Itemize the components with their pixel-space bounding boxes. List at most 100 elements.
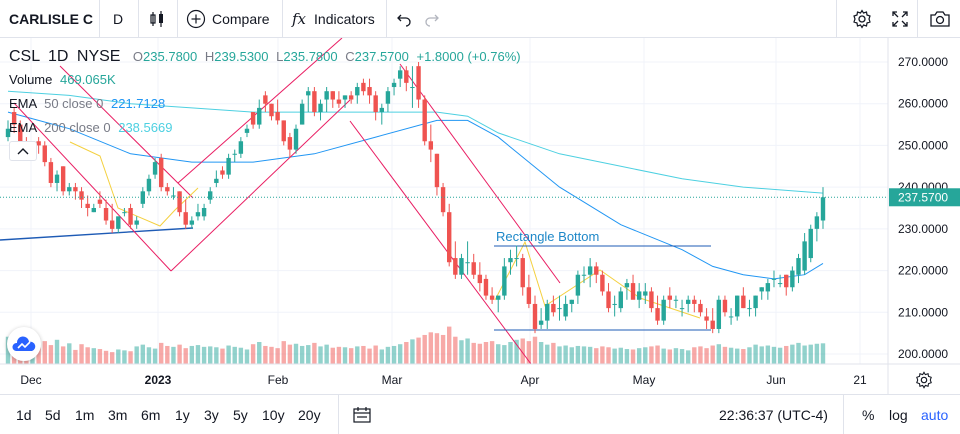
range-button-3y[interactable]: 3y <box>204 406 219 423</box>
volume-bar <box>299 345 305 364</box>
channel-pink-2 <box>59 65 194 199</box>
candle-body <box>790 270 795 288</box>
range-button-5d[interactable]: 5d <box>45 406 61 423</box>
candle-body <box>299 103 305 125</box>
time-tick-label: Feb <box>268 373 289 387</box>
range-button-1m[interactable]: 1m <box>75 406 95 423</box>
volume-bar <box>103 350 109 364</box>
volume-bar <box>508 342 513 364</box>
candle-body <box>520 258 525 288</box>
volume-bar <box>220 348 225 364</box>
time-axis[interactable]: Dec 2023 Feb Mar Apr May Jun 21 <box>20 373 867 387</box>
range-button-6m[interactable]: 6m <box>141 406 161 423</box>
legend-volume[interactable]: Volume 469.065K <box>9 72 116 87</box>
candle-body <box>232 153 237 155</box>
candle-body <box>735 295 740 317</box>
candle-body <box>722 299 728 313</box>
candle-body <box>759 287 764 292</box>
volume-bar <box>318 346 323 364</box>
symbol-search-button[interactable]: CARLISLE C <box>9 0 93 38</box>
candle-body <box>679 308 685 310</box>
top-toolbar: CARLISLE C D Compare fx Indicators <box>0 0 960 38</box>
legend-ema200[interactable]: EMA 200 close 0 238.5669 <box>9 120 173 135</box>
volume-bar <box>434 333 440 364</box>
legend-ema50[interactable]: EMA 50 close 0 221.7128 <box>9 96 166 111</box>
volume-bar <box>293 343 299 364</box>
volume-bar <box>563 345 568 364</box>
ema50-line <box>7 111 824 280</box>
range-button-3m[interactable]: 3m <box>108 406 128 423</box>
rectangle-bottom-label: Rectangle Bottom <box>496 229 599 244</box>
candle-body <box>606 291 611 309</box>
volume-bar <box>575 345 581 364</box>
price-axis[interactable]: 270.0000260.0000250.0000240.0000230.0000… <box>889 55 960 361</box>
undo-button[interactable] <box>396 0 412 38</box>
range-button-20y[interactable]: 20y <box>298 406 321 423</box>
volume-bar <box>630 349 636 364</box>
range-button-10y[interactable]: 10y <box>262 406 285 423</box>
candle-body <box>747 308 752 310</box>
candle-body <box>226 157 231 175</box>
chart-type-button[interactable] <box>148 0 166 38</box>
candles-icon <box>150 11 163 27</box>
volume-bar <box>91 348 96 364</box>
candle-body <box>594 266 599 275</box>
volume-bar <box>698 346 703 364</box>
candle-body <box>581 274 587 276</box>
fullscreen-button[interactable] <box>891 0 909 38</box>
log-toggle[interactable]: log <box>889 406 908 423</box>
volume-bar <box>97 349 103 364</box>
redo-button[interactable] <box>424 0 440 38</box>
candle-body <box>557 308 562 310</box>
candle-body <box>11 112 17 125</box>
candle-body <box>661 299 666 321</box>
volume-bar <box>116 349 121 364</box>
volume-bar <box>784 345 789 364</box>
volume-bar <box>655 345 660 364</box>
screenshot-button[interactable] <box>929 0 951 38</box>
volume-bar <box>140 344 146 364</box>
gear-icon <box>916 371 932 389</box>
channel-pink-3 <box>170 99 351 272</box>
candle-body <box>508 258 513 263</box>
volume-bar <box>820 343 826 364</box>
volume-bar <box>330 347 335 364</box>
clock-display[interactable]: 22:36:37 (UTC-4) <box>719 395 828 434</box>
volume-bar <box>453 336 458 364</box>
tradingview-logo[interactable] <box>7 327 41 361</box>
volume-bar <box>538 342 544 364</box>
price-chart[interactable]: Rectangle Bottom 270.0000 260.0000 250.000… <box>0 38 960 394</box>
volume-bar <box>385 346 391 364</box>
volume-bar <box>361 345 366 364</box>
auto-toggle[interactable]: auto <box>921 406 949 423</box>
volume-bar <box>73 349 78 364</box>
percent-toggle[interactable]: % <box>862 406 875 423</box>
compare-button[interactable]: Compare <box>186 0 270 38</box>
candle-body <box>379 107 384 113</box>
volume-bar <box>685 350 691 364</box>
date-range-button[interactable] <box>352 395 372 434</box>
candle-body <box>287 137 293 150</box>
settings-button[interactable] <box>852 0 872 38</box>
range-button-1y[interactable]: 1y <box>175 406 190 423</box>
candle-body <box>85 203 90 208</box>
candle-body <box>600 274 605 292</box>
candle-body <box>306 91 311 96</box>
range-button-1d[interactable]: 1d <box>16 406 32 423</box>
volume-bar <box>612 348 617 364</box>
time-tick-label: Jun <box>766 373 785 387</box>
interval-button[interactable]: D <box>113 0 123 38</box>
volume-bar <box>649 346 654 364</box>
candle-body <box>336 99 342 104</box>
collapse-legend-button[interactable] <box>9 141 37 161</box>
volume-bar <box>189 345 195 364</box>
time-axis-settings-button[interactable] <box>915 371 935 391</box>
indicators-button[interactable]: fx Indicators <box>292 0 375 38</box>
candle-body <box>404 70 409 83</box>
range-button-5y[interactable]: 5y <box>233 406 248 423</box>
candle-body <box>771 278 777 280</box>
candle-body <box>796 258 801 275</box>
candle-body <box>330 91 335 100</box>
candle-body <box>820 197 826 221</box>
chart-area[interactable]: Rectangle Bottom 270.0000 260.0000 250.000… <box>0 38 960 394</box>
